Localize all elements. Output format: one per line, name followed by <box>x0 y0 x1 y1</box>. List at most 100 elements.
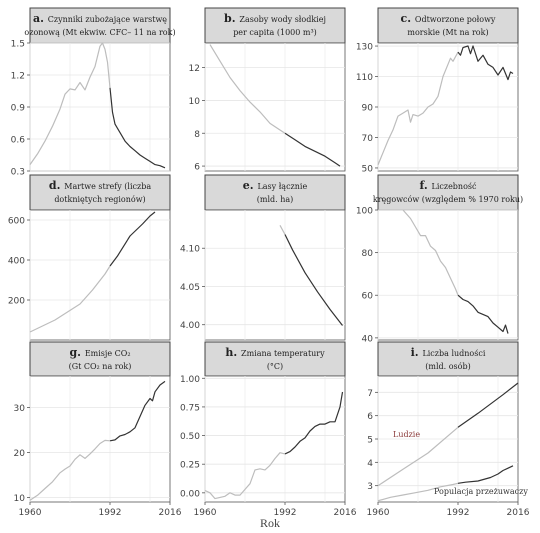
panel-header <box>204 7 346 44</box>
panel-title-line1: h. Zmiana temperatury <box>225 346 325 359</box>
plot-area <box>204 375 346 503</box>
x-tick-label: 1960 <box>194 508 217 518</box>
panel-subtitle: (mld. ha) <box>257 195 294 204</box>
y-tick-label: 6 <box>194 163 200 173</box>
y-tick-label: 0.9 <box>11 104 26 114</box>
series-line-before-1992 <box>29 439 111 501</box>
y-tick-label: 400 <box>8 257 25 267</box>
panel-subtitle: dotkniętych regionów) <box>54 195 145 204</box>
y-tick-label: 1.00 <box>180 375 200 385</box>
x-axis-title: Rok <box>259 516 280 530</box>
y-tick-label: 30 <box>14 404 26 414</box>
y-tick-label: 600 <box>8 217 25 227</box>
x-tick-label: 1960 <box>367 508 390 518</box>
plot-area <box>377 209 519 341</box>
series-line-before-1992 <box>209 44 286 134</box>
y-tick-label: 4.05 <box>180 283 200 293</box>
panel-letter: b. <box>224 12 239 25</box>
y-tick-label: 0.00 <box>180 489 200 499</box>
series-line-before-1992 <box>377 426 459 487</box>
panel-f: f. Liczebność kręgowców (względem % 1970 … <box>356 174 523 344</box>
panel-title: Liczebność <box>432 182 477 191</box>
y-tick-label: 60 <box>362 292 374 302</box>
series-line-after-1992 <box>284 132 341 167</box>
panel-title: Zmiana temperatury <box>241 349 325 358</box>
panel-subtitle: per capita (1000 m³) <box>233 28 317 37</box>
panel-header <box>377 341 519 377</box>
x-tick-label: 1992 <box>99 508 122 518</box>
series-line-after-1992 <box>109 87 166 169</box>
y-tick-label: 110 <box>356 73 373 83</box>
series-line-before-1992 <box>204 452 286 500</box>
panel-e: e. Lasy łącznie (mld. ha) 4.00 4.05 4.10 <box>180 174 346 341</box>
series-line-before-1992 <box>377 51 459 166</box>
panel-letter: c. <box>401 12 415 25</box>
panel-title-line1: g. Emisje CO₂ <box>69 346 130 359</box>
panel-h: h. Zmiana temperatury (°C) 0.00 0.25 0.50 0.7… <box>180 341 357 518</box>
y-tick-label: 200 <box>8 297 25 307</box>
panel-title-line1: b. Zasoby wody słodkiej <box>224 12 326 25</box>
y-tick-label: 50 <box>362 164 374 174</box>
y-tick-label: 40 <box>362 334 374 344</box>
panel-header <box>204 341 346 377</box>
y-tick-label: 80 <box>362 249 374 259</box>
panel-title-line1: i. Liczba ludności <box>411 346 486 359</box>
series-line-before-1992 <box>29 42 111 165</box>
panel-letter: i. <box>411 346 423 359</box>
series-line-after-1992 <box>457 382 519 428</box>
panel-title: Odtworzone połowy <box>415 15 496 24</box>
plot-area <box>204 42 346 172</box>
panel-i: i. Liczba ludności (mld. osób) 3 4 5 6 7 1960 19… <box>367 341 530 518</box>
series-line-before-1992 <box>377 482 459 502</box>
y-tick-label: 4 <box>367 459 373 469</box>
panel-title: Liczba ludności <box>422 349 485 358</box>
series-line-after-1992 <box>109 380 166 442</box>
panel-title-line1: c. Odtworzone połowy <box>401 12 496 25</box>
panel-letter: e. <box>243 179 258 192</box>
series-line-after-1992 <box>109 211 156 267</box>
panel-letter: g. <box>69 346 84 359</box>
panel-title-line1: d. Martwe strefy (liczba <box>49 179 151 192</box>
y-tick-label: 4.10 <box>180 245 200 255</box>
y-tick-label: 130 <box>356 43 373 53</box>
x-tick-label: 1960 <box>19 508 42 518</box>
y-tick-label: 3 <box>367 482 373 492</box>
y-tick-label: 0.3 <box>11 168 25 178</box>
panel-letter: h. <box>225 346 241 359</box>
y-tick-label: 0.25 <box>180 461 200 471</box>
series-label-ludzie: Ludzie <box>393 430 420 439</box>
y-tick-label: 8 <box>194 130 200 140</box>
panel-g: g. Emisje CO₂ (Gt CO₂ na rok) 10 20 30 1960 19… <box>14 341 182 518</box>
panel-title: Czynniki zubożające warstwę <box>48 15 168 24</box>
panel-title: Emisje CO₂ <box>85 349 131 358</box>
panel-subtitle: ozonową (Mt ekwiw. CFC– 11 na rok) <box>24 28 175 37</box>
series-line-before-1992 <box>402 209 459 296</box>
y-tick-label: 10 <box>14 494 26 504</box>
panel-header <box>377 174 519 211</box>
panel-title-line1: a. Czynniki zubożające warstwę <box>33 12 167 25</box>
series-line-after-1992 <box>284 234 343 326</box>
panel-letter: f. <box>420 179 432 192</box>
plot-area <box>204 209 346 341</box>
panel-title: Lasy łącznie <box>257 182 307 191</box>
series-line-before-1992 <box>29 265 111 333</box>
panel-letter: a. <box>33 12 48 25</box>
y-tick-label: 90 <box>362 104 374 114</box>
y-tick-label: 0.75 <box>180 403 200 413</box>
y-tick-label: 4.00 <box>180 321 200 331</box>
x-tick-label: 1992 <box>447 508 470 518</box>
x-tick-label: 2016 <box>507 508 530 518</box>
panel-title-line1: e. Lasy łącznie <box>243 179 308 192</box>
panel-subtitle: kręgowców (względem % 1970 roku) <box>373 195 523 204</box>
panel-title-line1: f. Liczebność <box>420 179 477 192</box>
panel-header <box>204 174 346 211</box>
series-line-after-1992 <box>284 391 344 455</box>
panel-subtitle: (°C) <box>267 362 283 371</box>
y-tick-label: 0.6 <box>11 136 26 146</box>
series-line-after-1992 <box>457 465 514 484</box>
panel-header <box>29 7 171 44</box>
y-tick-label: 10 <box>189 97 201 107</box>
panel-d: d. Martwe strefy (liczba dotkniętych regi… <box>8 174 171 341</box>
panel-header <box>29 174 171 211</box>
